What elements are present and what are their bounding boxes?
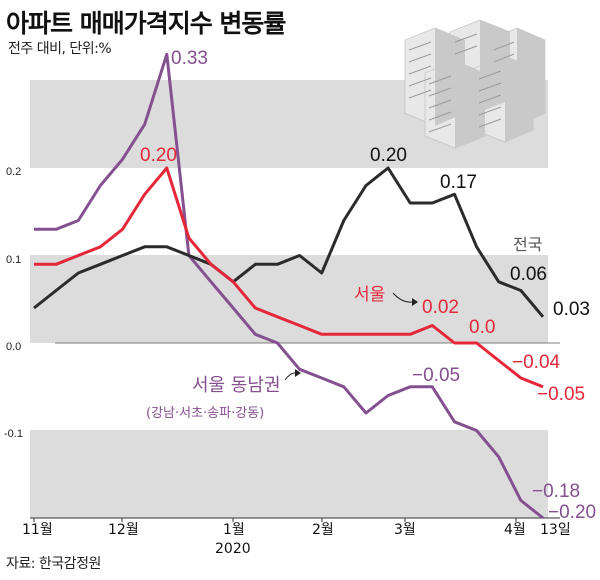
series-name-national: 전국 [513,235,542,254]
x-tick-label: 13일 [540,522,571,538]
x-tick-label: 12월 [108,522,139,538]
grid-band [30,430,548,518]
y-tick-label: 0.1 [6,254,21,266]
leader-line-southeast [284,372,297,381]
source-note: 자료: 한국감정원 [6,556,101,572]
value-label: −0.05 [412,365,460,386]
grid-band [30,255,548,343]
leader-arrow [412,298,418,306]
x-tick-label: 3월 [394,522,416,538]
value-label: 0.02 [422,297,459,318]
value-label: 0.0 [469,317,495,338]
value-label: 0.33 [171,48,208,69]
series-line-national [33,166,545,318]
value-label: 0.03 [553,299,590,320]
x-year-label: 2020 [215,541,251,557]
apartment-illustration [404,19,546,149]
chart-subtitle: 전주 대비, 단위:% [8,41,112,57]
value-label: −0.05 [537,384,585,405]
value-label: −0.20 [548,502,596,523]
x-tick-label: 4월 [504,522,526,538]
series-name-southeast-sub: (강남·서초·송파·강동) [146,406,264,421]
x-tick-label: 11월 [22,522,53,538]
y-tick-label: -0.1 [4,428,23,440]
series-name-southeast: 서울 동남권 [192,375,281,396]
value-label: 0.06 [510,264,547,285]
leader-line-seoul [392,292,413,303]
value-label: 0.20 [370,145,407,166]
y-tick-label: 0.0 [6,341,21,353]
series-name-seoul: 서울 [354,285,385,305]
series-line-seoul [34,166,544,389]
value-label: −0.18 [532,481,580,502]
value-label: −0.04 [512,352,561,373]
x-tick-label: 1월 [223,522,245,538]
leader-arrow [295,369,301,377]
x-tick-label: 2월 [312,522,334,538]
y-tick-label: 0.2 [6,166,21,178]
value-label: 0.17 [440,172,477,193]
series-line-southeast [34,52,544,520]
chart-title: 아파트 매매가격지수 변동률 [6,9,286,38]
value-label: 0.20 [140,145,177,166]
